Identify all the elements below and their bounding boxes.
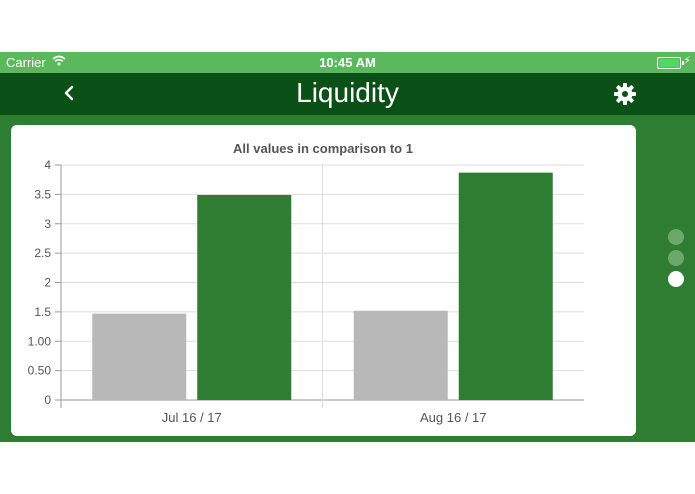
app-screen: Carrier 10:45 AM ⚡ Liquidity bbox=[0, 52, 695, 442]
page-dot[interactable] bbox=[668, 229, 684, 245]
back-chevron-icon[interactable] bbox=[60, 79, 84, 107]
status-time: 10:45 AM bbox=[319, 55, 376, 70]
y-tick-label: 2 bbox=[44, 276, 51, 290]
page-dot-active[interactable] bbox=[668, 271, 684, 287]
x-tick-label: Aug 16 / 17 bbox=[420, 410, 487, 425]
status-bar: Carrier 10:45 AM ⚡ bbox=[0, 52, 695, 73]
bar bbox=[197, 194, 292, 400]
y-tick-label: 2.5 bbox=[34, 246, 51, 260]
battery-icon bbox=[657, 57, 684, 69]
bar bbox=[353, 310, 448, 400]
y-tick-label: 1.00 bbox=[28, 334, 52, 348]
page-dot[interactable] bbox=[668, 250, 684, 266]
page-title: Liquidity bbox=[296, 77, 399, 108]
y-tick-label: 3 bbox=[44, 217, 51, 231]
y-tick-label: 0.50 bbox=[28, 364, 52, 378]
charging-icon: ⚡ bbox=[683, 55, 691, 67]
chart-title: All values in comparison to 1 bbox=[233, 141, 413, 156]
wifi-icon bbox=[52, 55, 66, 70]
y-tick-label: 1.5 bbox=[34, 305, 51, 319]
page-indicator[interactable] bbox=[668, 229, 684, 292]
bar bbox=[458, 172, 553, 400]
x-tick-label: Jul 16 / 17 bbox=[162, 410, 222, 425]
bar bbox=[92, 313, 187, 400]
carrier-label: Carrier bbox=[6, 55, 46, 70]
chart-card: All values in comparison to 1 0 0.50 1.00 1.… bbox=[11, 125, 636, 436]
gear-icon[interactable] bbox=[613, 82, 637, 106]
navigation-bar: Liquidity bbox=[0, 73, 695, 115]
liquidity-bar-chart: All values in comparison to 1 0 0.50 1.00 1.… bbox=[28, 141, 584, 425]
y-tick-label: 3.5 bbox=[34, 187, 51, 201]
y-tick-label: 4 bbox=[44, 158, 51, 172]
y-tick-label: 0 bbox=[44, 393, 51, 407]
